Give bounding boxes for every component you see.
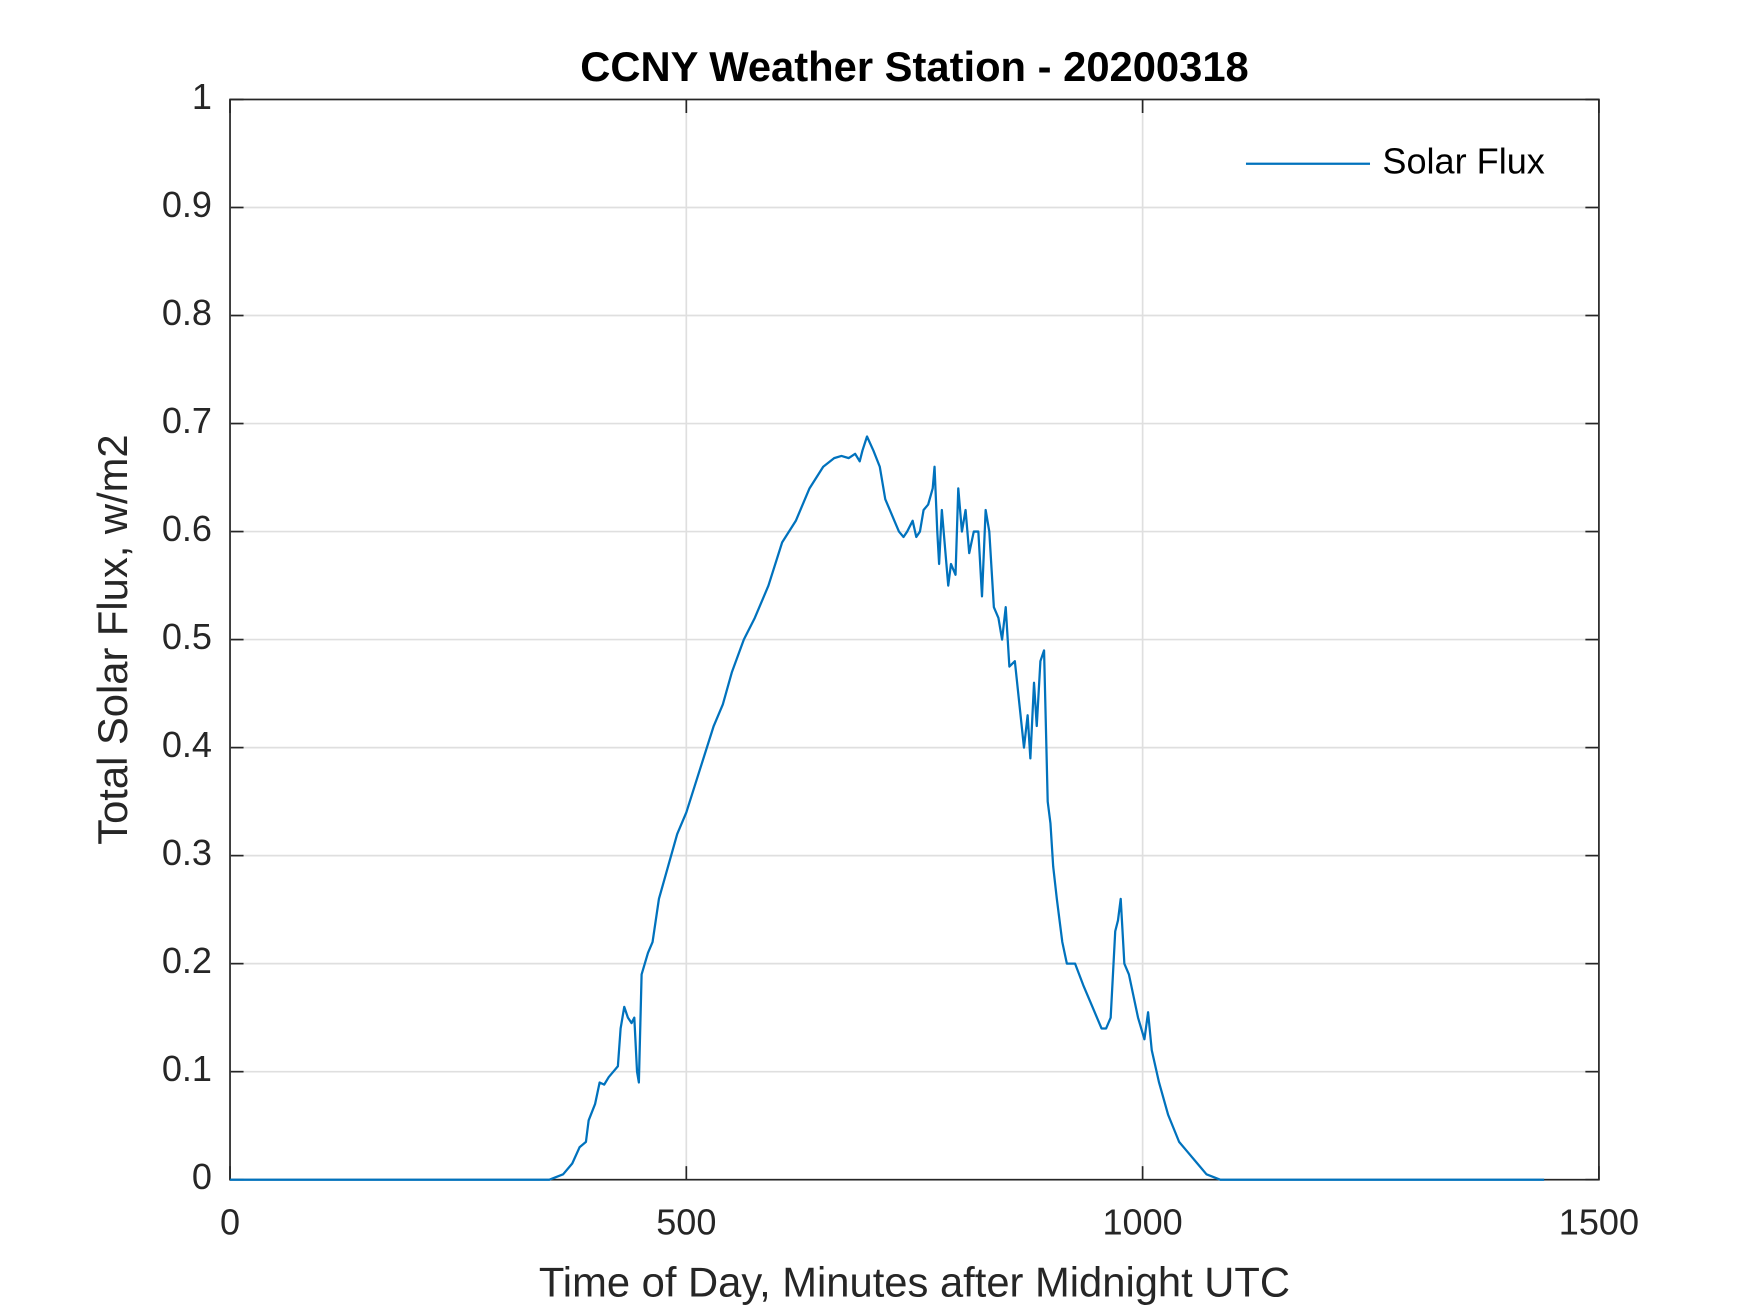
y-tick-label: 0.8 [162,292,212,333]
legend-label: Solar Flux [1382,140,1544,181]
plot-frame [229,98,1600,1181]
y-tick-label: 0 [192,1156,212,1197]
y-tick-label: 0.7 [162,400,212,441]
y-tick-label: 1 [192,76,212,117]
y-tick-label: 0.6 [162,508,212,549]
y-tick-label: 0.1 [162,1048,212,1089]
data-line [230,435,1545,1181]
y-axis-label: Total Solar Flux, w/m2 [89,434,136,844]
y-tick-label: 0.5 [162,616,212,657]
x-tick-label: 0 [220,1201,240,1242]
y-tick-label: 0.9 [162,184,212,225]
y-tick-label: 0.4 [162,724,212,765]
chart-title: CCNY Weather Station - 20200318 [580,43,1249,90]
x-tick-label: 500 [656,1201,716,1242]
y-tick-label: 0.2 [162,940,212,981]
x-tick-label: 1500 [1559,1201,1639,1242]
x-axis-label: Time of Day, Minutes after Midnight UTC [539,1259,1290,1306]
y-tick-label: 0.3 [162,832,212,873]
x-tick-label: 1000 [1102,1201,1182,1242]
